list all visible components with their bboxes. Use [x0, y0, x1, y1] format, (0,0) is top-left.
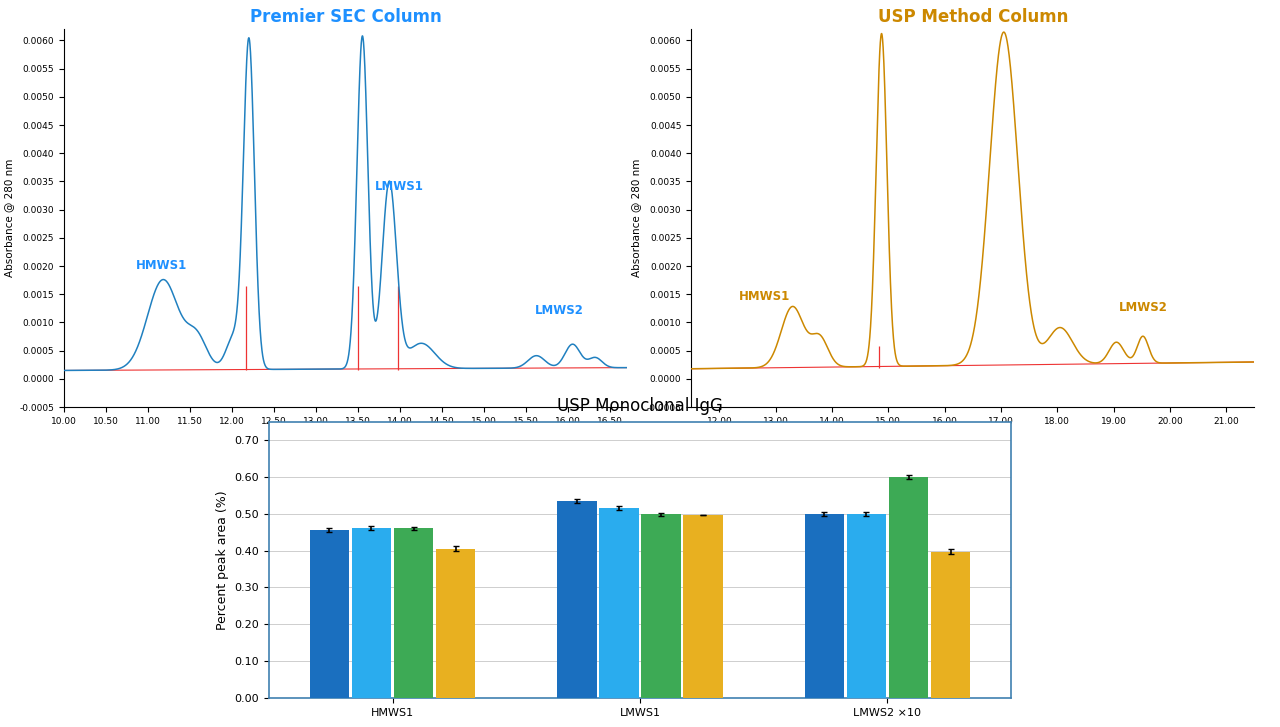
X-axis label: Time (min): Time (min)	[941, 431, 1005, 444]
Title: USP Method Column: USP Method Column	[878, 8, 1068, 26]
Bar	[310, 530, 349, 698]
Bar	[805, 514, 845, 698]
Text: HMWS1: HMWS1	[136, 259, 187, 272]
X-axis label: Time (min): Time (min)	[314, 431, 378, 444]
Text: LMWS2: LMWS2	[535, 304, 584, 317]
Bar	[846, 514, 886, 698]
Bar	[394, 529, 434, 698]
Y-axis label: Absorbance @ 280 nm: Absorbance @ 280 nm	[4, 159, 14, 277]
Bar	[557, 501, 596, 698]
Bar	[684, 515, 723, 698]
Y-axis label: Percent peak area (%): Percent peak area (%)	[216, 490, 229, 630]
Bar	[888, 477, 928, 698]
Bar	[641, 515, 681, 698]
Text: LMWS1: LMWS1	[375, 180, 424, 193]
Text: HMWS1: HMWS1	[739, 290, 790, 303]
Text: LMWS2: LMWS2	[1119, 301, 1169, 314]
Y-axis label: Absorbance @ 280 nm: Absorbance @ 280 nm	[631, 159, 641, 277]
Bar	[931, 552, 970, 698]
Bar	[435, 549, 475, 698]
Bar	[599, 508, 639, 698]
Bar	[352, 528, 392, 698]
Title: USP Monoclonal IgG: USP Monoclonal IgG	[557, 396, 723, 414]
Title: Premier SEC Column: Premier SEC Column	[250, 8, 442, 26]
